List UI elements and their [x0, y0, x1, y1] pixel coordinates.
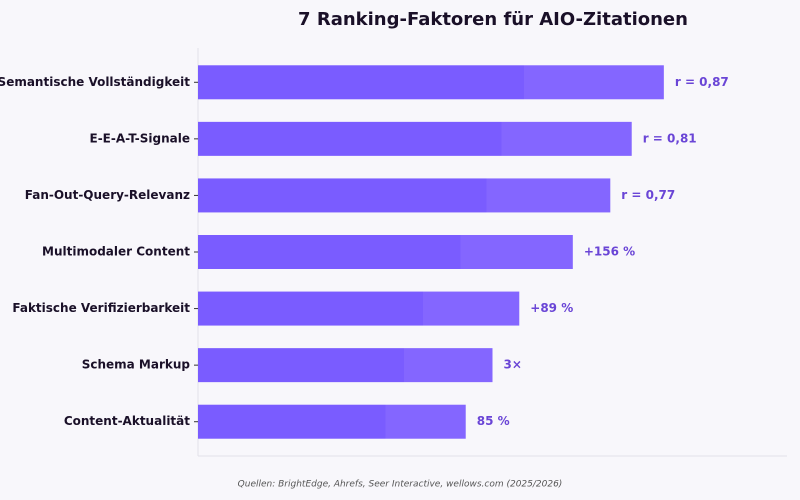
chart-title: 7 Ranking-Faktoren für AIO-Zitationen	[298, 9, 688, 30]
bar	[198, 65, 664, 100]
y-tick-label: Schema Markup	[82, 358, 191, 372]
bar-annotation: +89 %	[530, 301, 573, 315]
y-tick-label: Semantische Vollständigkeit	[0, 75, 190, 89]
bar-annotation: +156 %	[584, 245, 635, 259]
y-tick-label: E-E-A-T-Signale	[90, 131, 191, 145]
bar	[198, 235, 573, 269]
bar	[198, 291, 520, 326]
bar	[198, 178, 611, 213]
source-note: Quellen: BrightEdge, Ahrefs, Seer Intera…	[238, 480, 563, 490]
bar	[198, 348, 493, 383]
y-tick-label: Multimodaler Content	[42, 245, 190, 259]
y-tick-label: Fan-Out-Query-Relevanz	[25, 188, 190, 202]
bar-annotation: r = 0,77	[621, 188, 675, 202]
bar	[198, 121, 632, 156]
bar-annotation: r = 0,81	[643, 131, 697, 145]
bar-annotation: 3×	[504, 358, 522, 372]
y-tick-label: Content-Aktualität	[64, 414, 190, 428]
bar-annotation: 85 %	[477, 414, 510, 428]
bar-annotation: r = 0,87	[675, 75, 729, 89]
y-tick-label: Faktische Verifizierbarkeit	[12, 301, 190, 315]
bar	[198, 404, 466, 439]
